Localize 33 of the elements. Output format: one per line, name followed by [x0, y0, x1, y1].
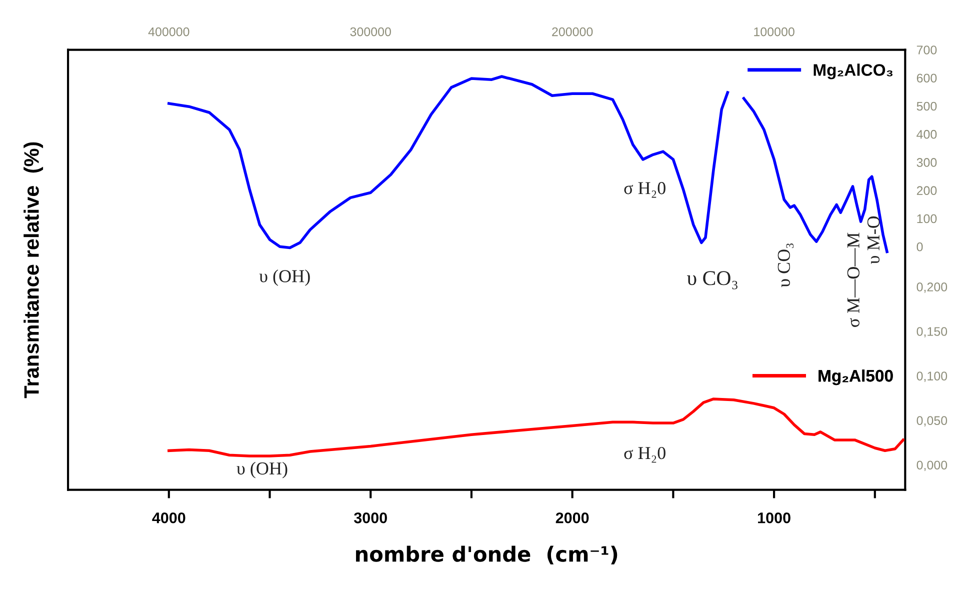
y2-tick-label: 0: [916, 242, 923, 252]
legend-label: Mg₂Al500: [818, 369, 893, 386]
y2-tick-label: 400: [916, 130, 937, 139]
y2-tick-label: 100: [917, 214, 937, 224]
annotation: υ CO₃: [687, 271, 738, 290]
annotation: υ M-O: [867, 216, 880, 264]
x-tick-label: 1000: [758, 512, 790, 524]
x-axis-title: nombre d'onde (cm⁻¹): [356, 546, 618, 564]
x-tick-label: 3000: [354, 512, 387, 524]
annotation: υ (OH): [236, 462, 288, 478]
y2-tick-label: 200: [916, 186, 937, 196]
y3-tick-label: 0,100: [916, 372, 948, 382]
x2-tick-label: 100000: [754, 27, 794, 36]
x2-tick-label: 400000: [148, 27, 190, 36]
y3-tick-label: 0,150: [916, 327, 948, 338]
y2-tick-label: 600: [916, 74, 937, 83]
y3-tick-label: 0,000: [916, 460, 948, 472]
annotation: υ CO₃: [778, 243, 794, 288]
x2-tick-label: 300000: [350, 27, 391, 36]
annotation: σ M—O—M: [847, 232, 860, 327]
annotation: υ (OH): [259, 270, 310, 286]
y3-tick-label: 0,200: [916, 282, 948, 293]
x-tick-label: 4000: [152, 512, 186, 524]
annotation: σ H₂0: [624, 446, 666, 463]
y-axis-title: Transmitance relative (%): [24, 142, 44, 398]
y2-tick-label: 300: [916, 158, 937, 167]
legend-label: Mg₂AlCO₃: [814, 64, 893, 80]
y2-tick-label: 500: [916, 102, 937, 111]
x2-tick-label: 200000: [552, 27, 593, 36]
annotation: σ H₂0: [624, 182, 666, 198]
y3-tick-label: 0,050: [916, 416, 948, 426]
x-tick-label: 2000: [556, 512, 589, 524]
y2-tick-label: 700: [916, 46, 937, 54]
